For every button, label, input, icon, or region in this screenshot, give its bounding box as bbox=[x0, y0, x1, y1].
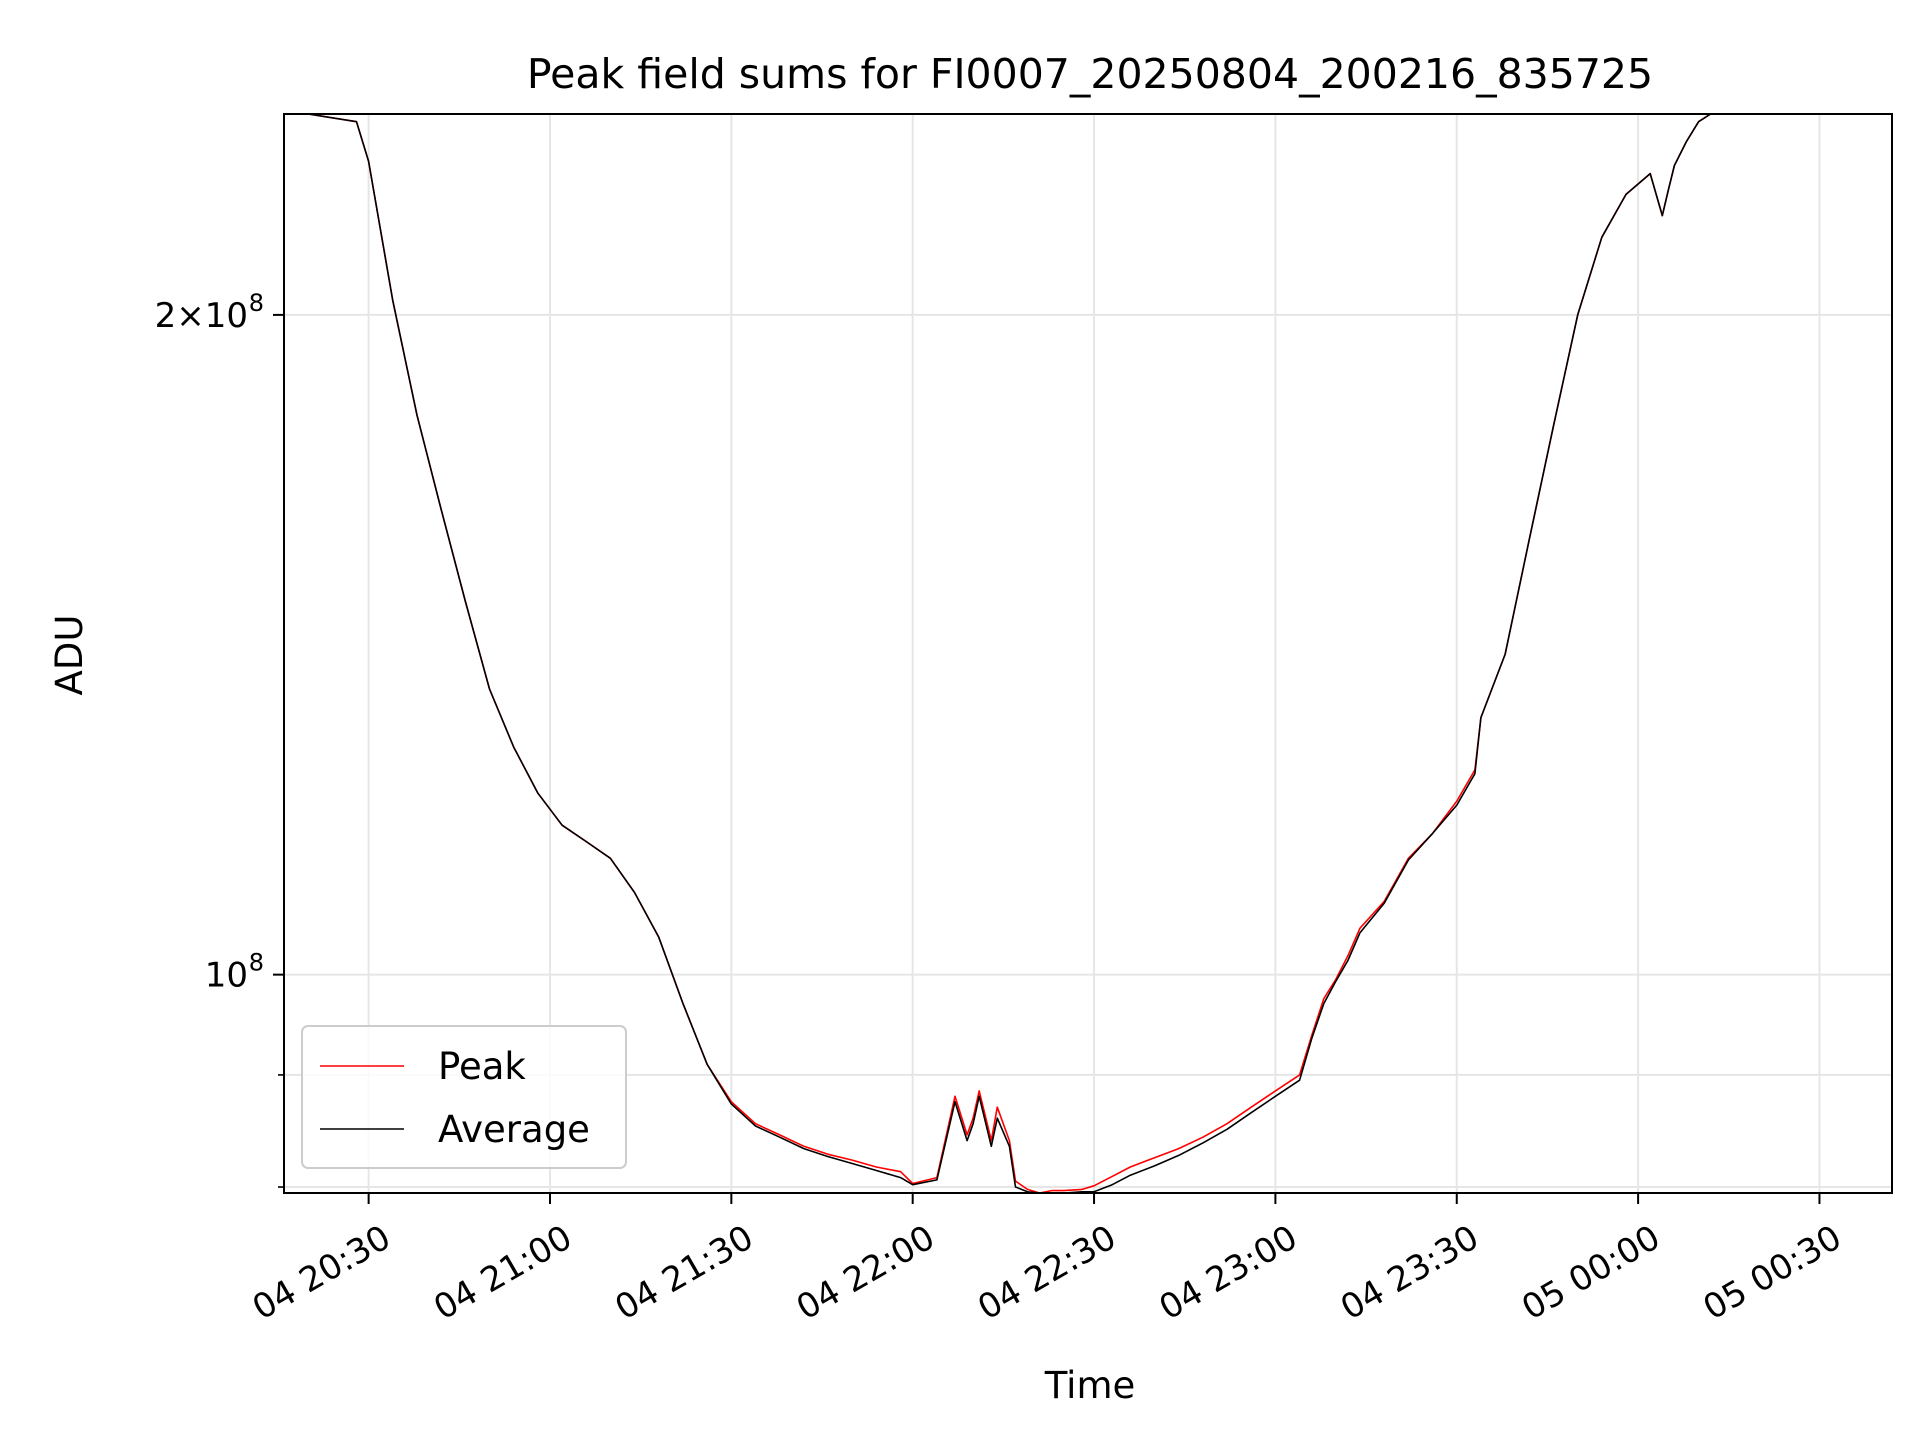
legend-label-peak: Peak bbox=[438, 1045, 526, 1088]
y-tick-label-exponent: 8 bbox=[249, 949, 264, 977]
series-line-average bbox=[308, 114, 1723, 1193]
series-layer bbox=[308, 114, 1723, 1193]
y-tick-label: 2×10 bbox=[155, 296, 248, 336]
x-axis-label: Time bbox=[1044, 1364, 1136, 1407]
y-axis: 2×10 810 8 bbox=[155, 289, 284, 1188]
y-axis-label: ADU bbox=[48, 615, 91, 696]
legend-label-average: Average bbox=[438, 1108, 590, 1151]
chart-title: Peak field sums for FI0007_20250804_2002… bbox=[527, 50, 1653, 98]
legend: Peak Average bbox=[301, 1025, 627, 1169]
plot-frame bbox=[283, 113, 1893, 1194]
y-tick-label-exponent: 8 bbox=[249, 289, 264, 317]
legend-box bbox=[301, 1025, 627, 1169]
y-tick-label: 10 bbox=[205, 956, 248, 996]
